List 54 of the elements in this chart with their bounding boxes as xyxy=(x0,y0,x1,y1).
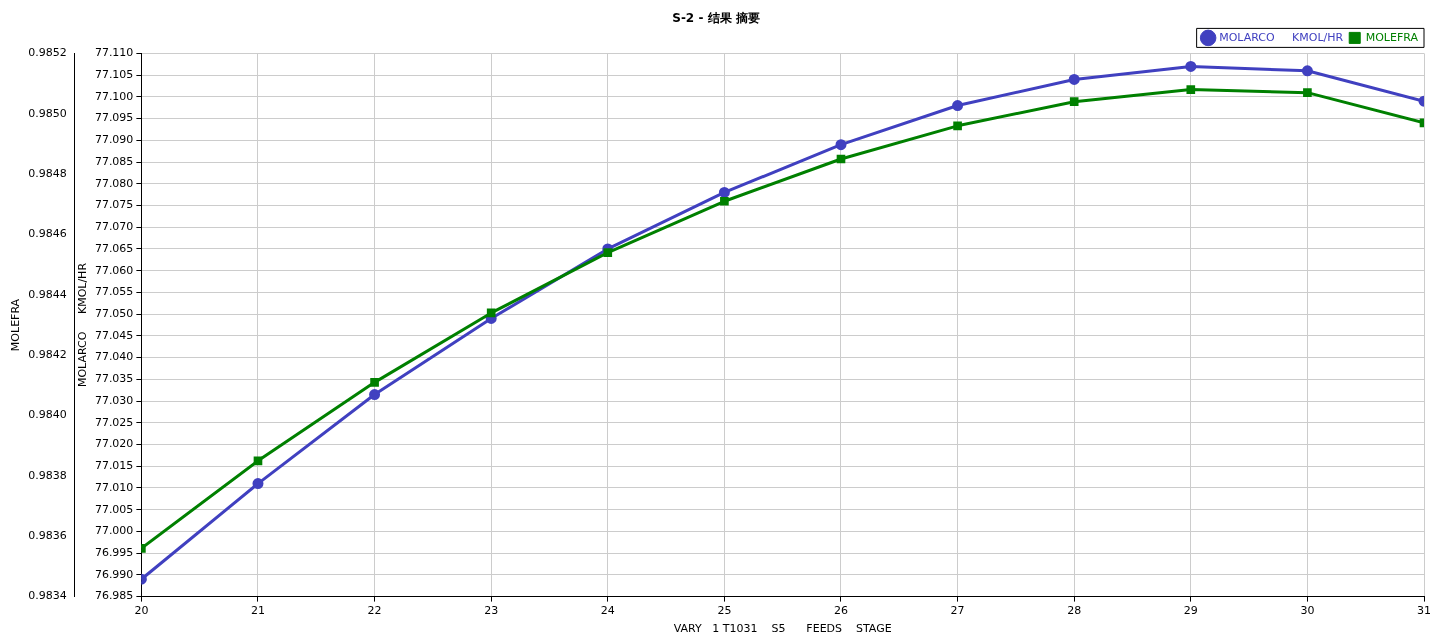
x-tick-label: 21 xyxy=(250,604,265,618)
y2-tick-label: 0.9842 xyxy=(28,348,67,362)
x-tick-label: 29 xyxy=(1183,604,1198,618)
y-tick-label: 77.010 xyxy=(94,480,134,494)
y2-tick-label: 0.9840 xyxy=(28,408,67,422)
y-tick-label: 77.085 xyxy=(94,154,134,168)
y-tick-label: 77.110 xyxy=(94,46,134,60)
y2-tick-label: 0.9850 xyxy=(28,106,67,120)
y-tick-label: 77.100 xyxy=(94,89,134,103)
y2-axis-title: MOLEFRA xyxy=(9,298,23,352)
y-tick-label: 77.090 xyxy=(94,133,134,147)
y-tick-label: 77.105 xyxy=(94,67,134,81)
y2-tick-label: 0.9838 xyxy=(28,468,67,482)
x-tick-label: 24 xyxy=(600,604,615,618)
x-tick-label: 27 xyxy=(950,604,965,618)
y-tick-label: 77.075 xyxy=(94,198,134,212)
y2-tick-label: 0.9844 xyxy=(28,287,67,301)
y-tick-label: 76.990 xyxy=(94,567,134,581)
y-tick-label: 77.000 xyxy=(94,524,134,538)
x-tick-label: 26 xyxy=(833,604,848,618)
y-tick-label: 77.060 xyxy=(94,263,134,277)
legend-label: MOLARCO KMOL/HR xyxy=(1219,30,1344,44)
x-tick-label: 28 xyxy=(1067,604,1082,618)
y-tick-label: 77.045 xyxy=(94,328,134,342)
y-tick-label: 77.020 xyxy=(94,437,134,451)
x-tick-label: 20 xyxy=(134,604,149,618)
y2-tick-label: 0.9834 xyxy=(28,589,67,603)
y-tick-label: 77.070 xyxy=(94,220,134,234)
y-tick-label: 77.040 xyxy=(94,350,134,364)
x-tick-label: 22 xyxy=(367,604,382,618)
x-tick-label: 23 xyxy=(484,604,499,618)
x-tick-label: 25 xyxy=(717,604,732,618)
x-tick-label: 30 xyxy=(1300,604,1315,618)
y2-tick-label: 0.9836 xyxy=(28,529,67,543)
x-tick-label: 31 xyxy=(1417,604,1431,618)
y-tick-label: 77.030 xyxy=(94,393,134,407)
y2-tick-label: 0.9846 xyxy=(28,227,67,241)
y-tick-label: 76.995 xyxy=(94,546,134,559)
y-tick-label: 77.015 xyxy=(94,459,134,473)
y-tick-label: 77.005 xyxy=(94,502,134,516)
y2-tick-label: 0.9852 xyxy=(28,46,67,60)
y-axis-title: MOLARCO KMOL/HR xyxy=(76,262,90,388)
y-tick-label: 77.065 xyxy=(94,241,134,255)
y-tick-label: 77.080 xyxy=(94,176,134,190)
x-axis-title: VARY 1 T1031 S5 FEEDS STAGE xyxy=(673,622,892,636)
y2-tick-label: 0.9848 xyxy=(28,166,67,180)
chart-title: S-2 - 结果 摘要 xyxy=(672,11,760,26)
y-tick-label: 76.985 xyxy=(94,589,134,603)
y-tick-label: 77.025 xyxy=(94,415,134,429)
y-tick-label: 77.055 xyxy=(94,285,134,299)
y-tick-label: 77.050 xyxy=(94,307,134,320)
y-tick-label: 77.035 xyxy=(94,372,134,386)
y-tick-label: 77.095 xyxy=(94,111,134,125)
legend-label: MOLEFRA xyxy=(1365,30,1419,44)
